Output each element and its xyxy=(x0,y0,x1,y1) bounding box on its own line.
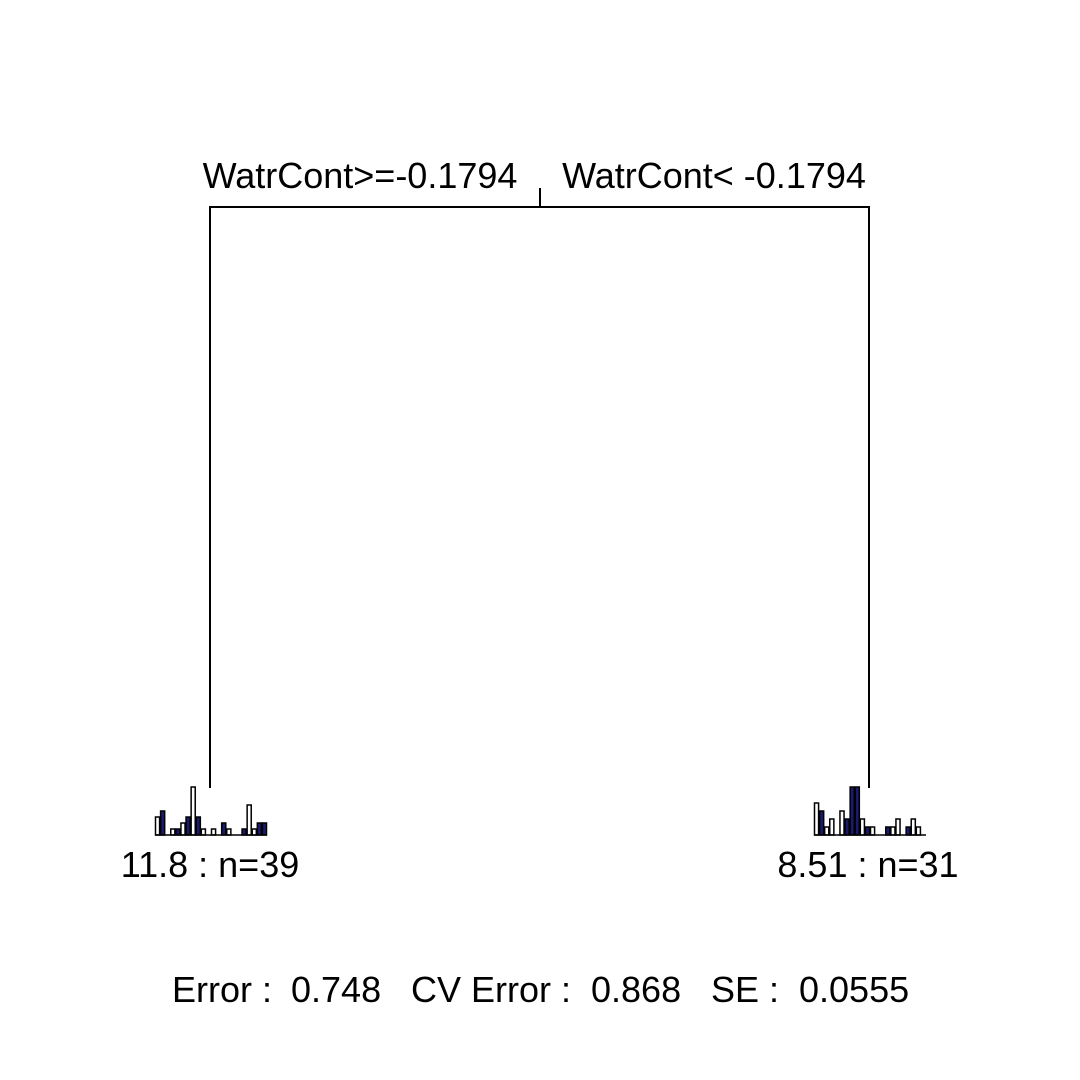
histogram-bar xyxy=(895,818,901,836)
se-label: SE : xyxy=(711,969,779,1010)
split-left-label: WatrCont>=-0.1794 xyxy=(203,155,518,196)
histogram-bar xyxy=(885,826,891,836)
leaf-right-histogram xyxy=(813,786,926,836)
histogram-bar xyxy=(159,810,166,836)
histogram-bar xyxy=(220,822,227,836)
histogram-bar xyxy=(859,818,866,836)
histogram-bar xyxy=(818,810,825,836)
histogram-bar xyxy=(175,828,181,836)
histogram-bar xyxy=(200,828,207,836)
leaf-right-label: 8.51 : n=31 xyxy=(777,844,958,885)
histogram-bar xyxy=(170,828,176,836)
histogram-bar xyxy=(190,786,196,836)
histogram-bar xyxy=(813,802,820,836)
histogram-bar xyxy=(890,826,896,836)
histogram-bar xyxy=(910,818,917,836)
histogram-bar xyxy=(844,818,850,836)
histogram-bar xyxy=(915,826,922,836)
histogram-bar xyxy=(210,828,217,836)
histogram-bar xyxy=(261,822,268,836)
histogram-bar xyxy=(195,816,202,836)
histogram-bar xyxy=(829,818,835,836)
histogram-bar xyxy=(905,826,911,836)
se-value: 0.0555 xyxy=(799,969,909,1010)
histogram-bar xyxy=(854,786,861,836)
histogram-bar xyxy=(185,816,191,836)
histogram-bar xyxy=(823,826,830,836)
histogram-bar xyxy=(226,828,232,836)
histogram-bar xyxy=(839,810,845,836)
cv-error-label: CV Error : xyxy=(411,969,571,1010)
error-label: Error : xyxy=(172,969,272,1010)
histogram-bar xyxy=(256,822,263,836)
histogram-bar xyxy=(154,816,161,836)
histogram-bar xyxy=(241,828,247,836)
histogram-bar xyxy=(180,822,186,836)
leaf-left-label: 11.8 : n=39 xyxy=(121,844,300,885)
histogram-bar xyxy=(251,828,258,836)
split-right-label: WatrCont< -0.1794 xyxy=(562,155,866,196)
histogram-bar xyxy=(864,826,871,836)
histogram-bar xyxy=(869,826,876,836)
histogram-bar xyxy=(849,786,855,836)
error-value: 0.748 xyxy=(291,969,381,1010)
histogram-bar xyxy=(246,804,252,836)
leaf-left-histogram xyxy=(154,786,268,836)
cv-error-value: 0.868 xyxy=(591,969,681,1010)
